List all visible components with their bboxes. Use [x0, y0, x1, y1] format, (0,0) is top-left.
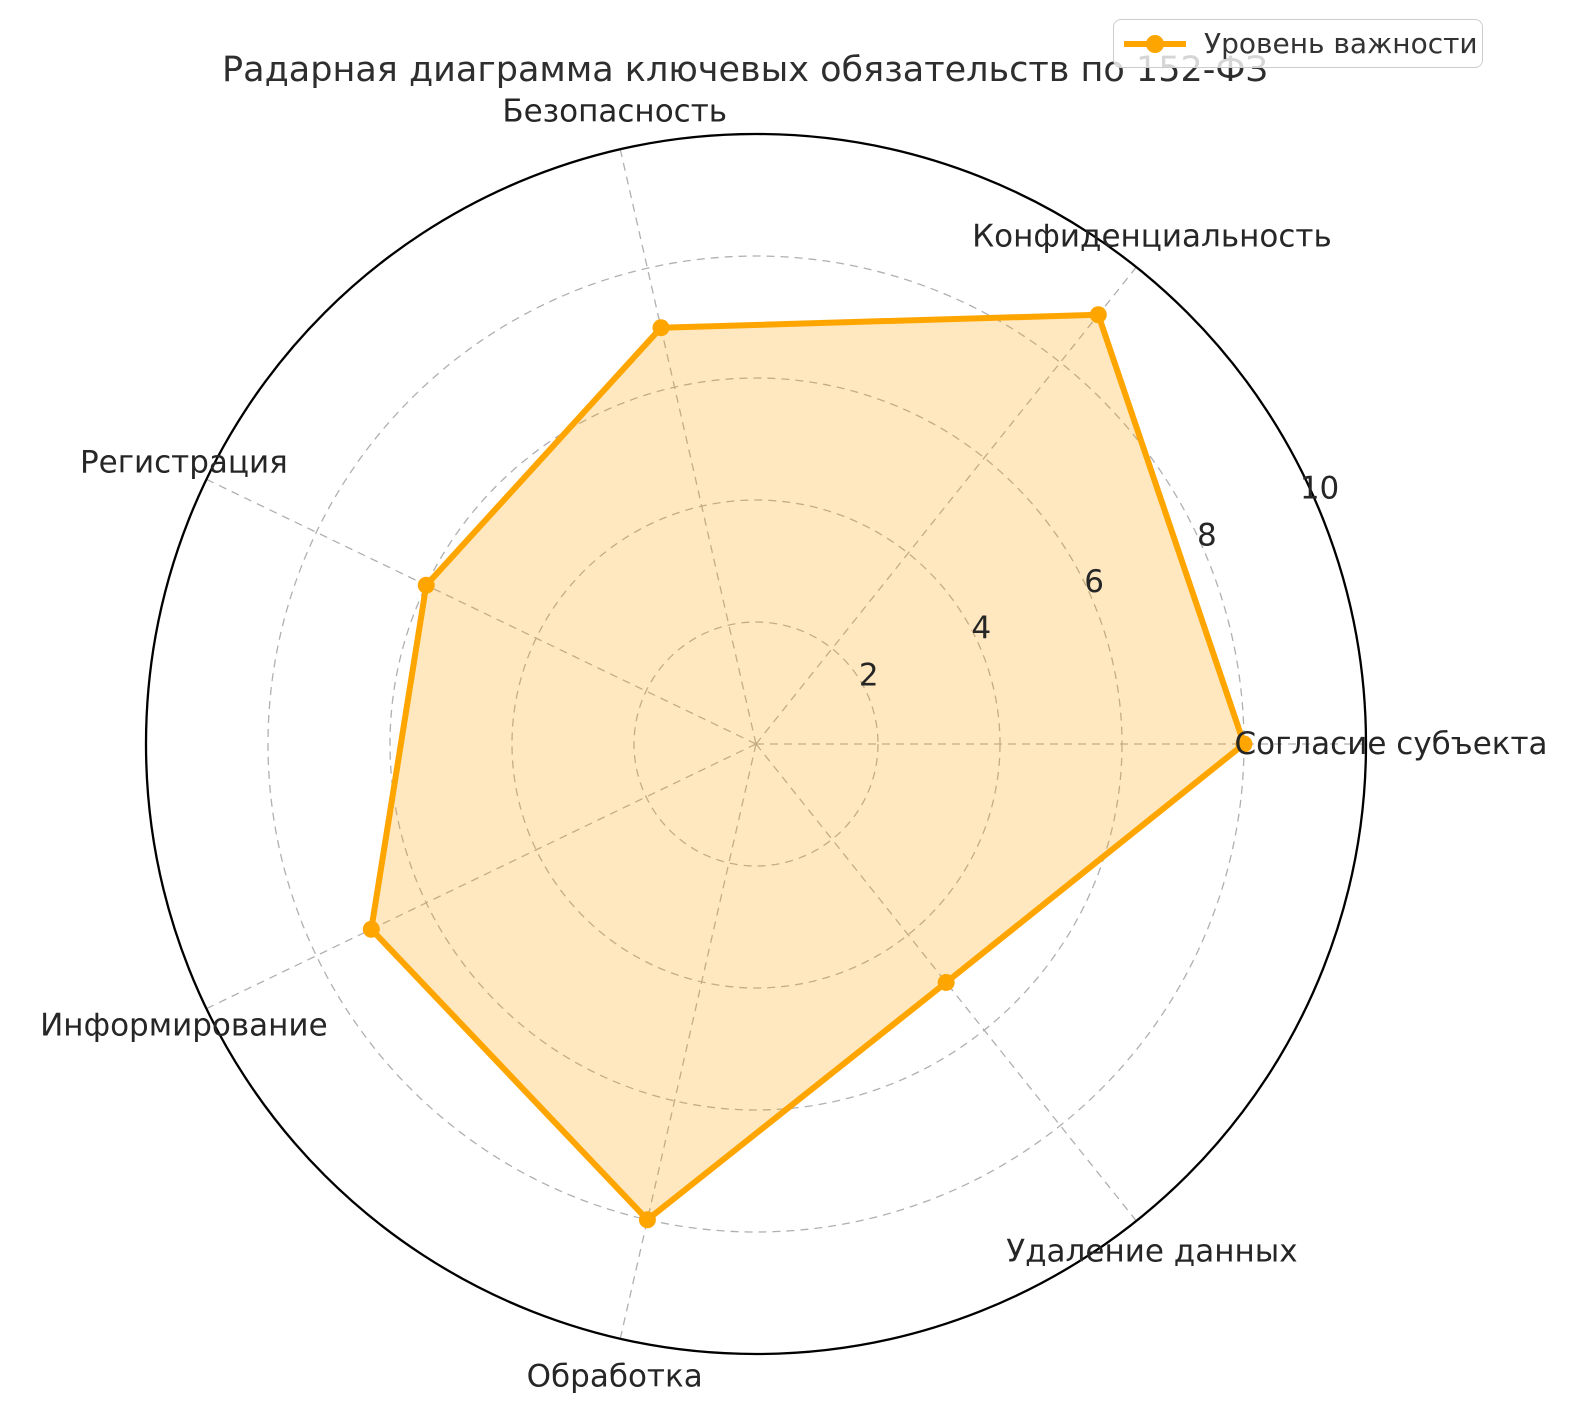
- chart-title: Радарная диаграмма ключевых обязательств…: [222, 50, 1268, 90]
- category-label: Конфиденциальность: [972, 219, 1332, 255]
- category-label: Информирование: [40, 1008, 328, 1044]
- legend: Уровень важности: [1113, 19, 1483, 68]
- spoke-gridline: [619, 149, 757, 745]
- data-point-marker: [652, 319, 670, 337]
- spoke-gridline: [755, 743, 1137, 1222]
- data-point-marker: [362, 920, 380, 938]
- spoke-gridline: [206, 743, 757, 1010]
- radial-tick-label: 2: [859, 657, 879, 693]
- radial-tick-label: 8: [1197, 517, 1217, 553]
- category-label: Регистрация: [80, 444, 288, 480]
- legend-series-label: Уровень важности: [1204, 27, 1478, 60]
- category-label: Обработка: [527, 1359, 703, 1395]
- spoke-gridline: [619, 743, 757, 1339]
- data-point-marker: [1235, 735, 1253, 753]
- radial-tick-label: 10: [1300, 471, 1339, 507]
- data-point-marker: [937, 973, 955, 991]
- data-polygon: [368, 311, 1247, 1223]
- data-point-marker: [417, 576, 435, 594]
- category-label: Удаление данных: [1006, 1233, 1297, 1269]
- category-label: Согласие субъекта: [1234, 726, 1547, 762]
- data-point-marker: [1089, 306, 1107, 324]
- category-label: Безопасность: [502, 93, 727, 129]
- radial-tick-label: 4: [972, 611, 992, 647]
- data-point-marker: [638, 1211, 656, 1229]
- legend-line-marker-icon: [1124, 34, 1186, 53]
- legend-marker-icon: [1146, 34, 1164, 53]
- outer-ring: [144, 132, 1368, 1356]
- spoke-gridline: [755, 266, 1137, 745]
- radial-tick-label: 6: [1084, 564, 1104, 600]
- radial-gridline: [633, 621, 879, 867]
- spoke-gridline: [206, 478, 757, 745]
